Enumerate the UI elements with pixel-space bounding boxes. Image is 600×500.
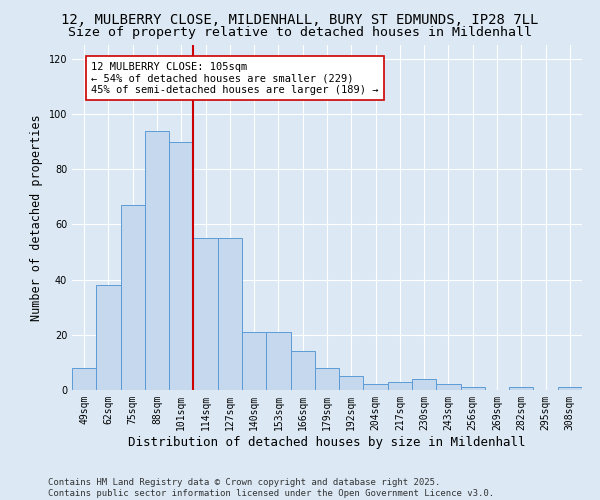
Y-axis label: Number of detached properties: Number of detached properties: [30, 114, 43, 321]
Bar: [290, 352, 315, 390]
Bar: [436, 384, 461, 390]
Bar: [558, 387, 582, 390]
Bar: [121, 205, 145, 390]
X-axis label: Distribution of detached houses by size in Mildenhall: Distribution of detached houses by size …: [128, 436, 526, 448]
Text: Size of property relative to detached houses in Mildenhall: Size of property relative to detached ho…: [68, 26, 532, 39]
Bar: [388, 382, 412, 390]
Text: 12, MULBERRY CLOSE, MILDENHALL, BURY ST EDMUNDS, IP28 7LL: 12, MULBERRY CLOSE, MILDENHALL, BURY ST …: [61, 12, 539, 26]
Text: Contains HM Land Registry data © Crown copyright and database right 2025.
Contai: Contains HM Land Registry data © Crown c…: [48, 478, 494, 498]
Bar: [218, 238, 242, 390]
Bar: [266, 332, 290, 390]
Bar: [315, 368, 339, 390]
Bar: [242, 332, 266, 390]
Bar: [364, 384, 388, 390]
Bar: [72, 368, 96, 390]
Bar: [193, 238, 218, 390]
Bar: [145, 130, 169, 390]
Bar: [339, 376, 364, 390]
Text: 12 MULBERRY CLOSE: 105sqm
← 54% of detached houses are smaller (229)
45% of semi: 12 MULBERRY CLOSE: 105sqm ← 54% of detac…: [91, 62, 379, 95]
Bar: [509, 387, 533, 390]
Bar: [169, 142, 193, 390]
Bar: [96, 285, 121, 390]
Bar: [412, 379, 436, 390]
Bar: [461, 387, 485, 390]
